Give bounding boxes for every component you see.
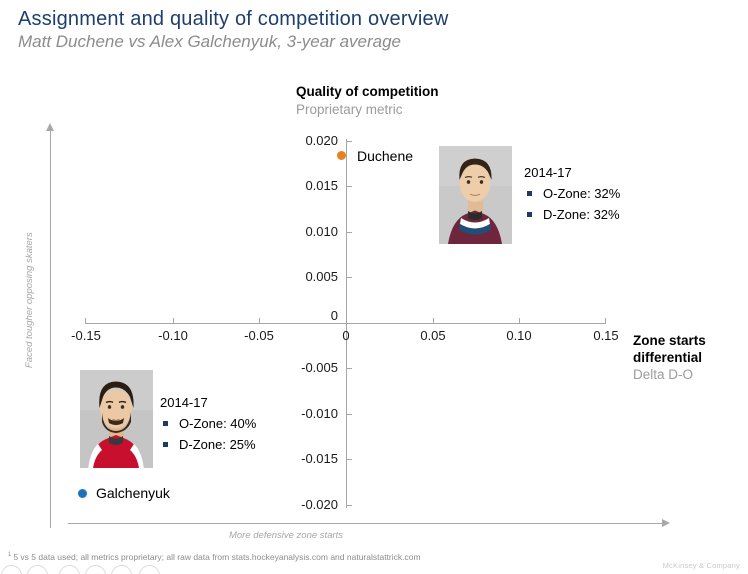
- galchenyuk-photo: [80, 370, 153, 468]
- vertical-arrow-line: [50, 130, 51, 528]
- brand-logo-text: McKinsey & Company: [662, 561, 740, 570]
- social-share-icon[interactable]: [1, 565, 22, 574]
- y-tick-mark: [347, 505, 352, 506]
- x-axis-line: [85, 323, 606, 324]
- x-tick-label: 0: [342, 328, 350, 343]
- galchenyuk-d-zone: D-Zone: 25%: [179, 437, 256, 452]
- social-share-icon[interactable]: [139, 565, 160, 574]
- galchenyuk-annotation: 2014-17 O-Zone: 40% D-Zone: 25%: [160, 395, 256, 453]
- duchene-d-zone-row: D-Zone: 32%: [524, 206, 620, 223]
- duchene-o-zone: O-Zone: 32%: [543, 186, 621, 201]
- x-tick-label: 0.05: [420, 328, 446, 343]
- page-title: Assignment and quality of competition ov…: [18, 8, 449, 30]
- social-share-icon[interactable]: [85, 565, 106, 574]
- y-tick-mark: [347, 232, 352, 233]
- vertical-arrow-label: Faced tougher opposing skaters: [24, 232, 35, 368]
- duchene-photo: [439, 146, 512, 244]
- page-subtitle: Matt Duchene vs Alex Galchenyuk, 3-year …: [18, 32, 402, 51]
- duchene-point-label: Duchene: [357, 148, 414, 164]
- x-tick-mark: [433, 318, 434, 323]
- galchenyuk-o-zone-row: O-Zone: 40%: [160, 415, 256, 432]
- x-axis-subtitle: Delta D-O: [633, 367, 694, 382]
- galchenyuk-data-point: [78, 489, 87, 498]
- y-tick-label: 0.005: [305, 269, 338, 284]
- square-bullet-icon: [527, 191, 532, 196]
- footnote-marker: 1: [8, 552, 12, 559]
- y-tick-label: -0.005: [301, 360, 338, 375]
- duchene-o-zone-row: O-Zone: 32%: [524, 185, 620, 202]
- duchene-d-zone: D-Zone: 32%: [543, 207, 620, 222]
- galchenyuk-point-label: Galchenyuk: [96, 485, 170, 501]
- right-arrow-icon: [662, 519, 670, 527]
- y-tick-mark: [347, 368, 352, 369]
- y-axis-subtitle: Proprietary metric: [296, 102, 403, 117]
- duchene-annotation: 2014-17 O-Zone: 32% D-Zone: 32%: [524, 165, 620, 223]
- square-bullet-icon: [527, 212, 532, 217]
- x-tick-label: -0.10: [158, 328, 188, 343]
- galchenyuk-period: 2014-17: [160, 395, 208, 410]
- horizontal-arrow-line: [68, 523, 664, 524]
- x-tick-label: -0.15: [71, 328, 101, 343]
- y-tick-mark: [347, 141, 352, 142]
- y-tick-mark: [347, 414, 352, 415]
- y-axis-title: Quality of competition: [296, 84, 439, 99]
- x-tick-mark: [173, 318, 174, 323]
- y-axis-line: [346, 139, 347, 508]
- x-tick-mark: [605, 318, 606, 323]
- x-tick-mark: [259, 318, 260, 323]
- horizontal-arrow-label: More defensive zone starts: [228, 530, 344, 541]
- galchenyuk-o-zone: O-Zone: 40%: [179, 416, 257, 431]
- y-tick-label: -0.010: [301, 406, 338, 421]
- duchene-period: 2014-17: [524, 165, 572, 180]
- galchenyuk-d-zone-row: D-Zone: 25%: [160, 436, 256, 453]
- y-tick-label: -0.020: [301, 497, 338, 512]
- y-tick-mark: [347, 186, 352, 187]
- square-bullet-icon: [163, 442, 168, 447]
- y-tick-mark: [347, 277, 352, 278]
- y-tick-label: 0.020: [305, 133, 338, 148]
- y-tick-label: 0.010: [305, 224, 338, 239]
- x-tick-mark: [519, 318, 520, 323]
- social-share-icon[interactable]: [27, 565, 48, 574]
- x-axis-title: Zone starts differential: [633, 333, 706, 365]
- x-tick-label: 0.15: [593, 328, 619, 343]
- y-tick-label: 0.015: [305, 178, 338, 193]
- social-share-icon[interactable]: [111, 565, 132, 574]
- footnote-text: 5 vs 5 data used; all metrics proprietar…: [13, 552, 421, 562]
- x-tick-label: -0.05: [244, 328, 274, 343]
- social-share-icon[interactable]: [59, 565, 80, 574]
- y-tick-label: 0: [330, 308, 338, 323]
- duchene-data-point: [337, 151, 346, 160]
- square-bullet-icon: [163, 421, 168, 426]
- up-arrow-icon: [46, 123, 54, 131]
- y-tick-mark: [347, 459, 352, 460]
- x-tick-label: 0.10: [506, 328, 532, 343]
- y-tick-label: -0.015: [301, 451, 338, 466]
- x-tick-mark: [85, 318, 86, 323]
